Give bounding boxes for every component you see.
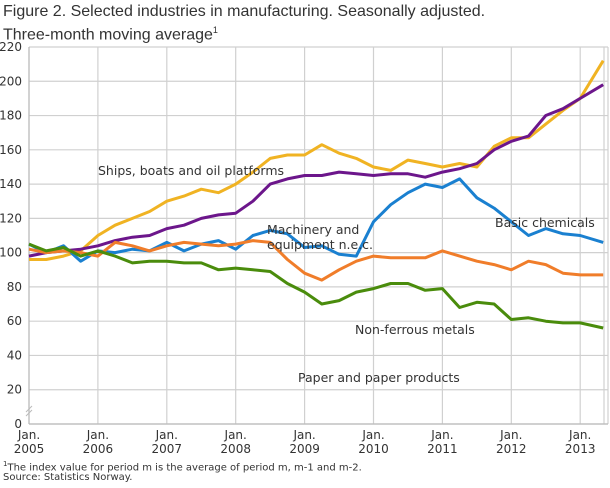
y-tick-label: 60 bbox=[7, 314, 22, 328]
x-tick-label: 2009 bbox=[289, 442, 320, 456]
footnote: 1The index value for period m is the ave… bbox=[3, 458, 362, 474]
grid bbox=[25, 46, 609, 425]
y-tick-label: 180 bbox=[0, 109, 22, 123]
y-tick-label: 20 bbox=[7, 383, 22, 397]
series-line-non-ferrous-metals bbox=[28, 239, 604, 282]
x-tick-label: Jan. bbox=[568, 428, 591, 442]
label-non-ferrous: Non-ferrous metals bbox=[355, 322, 475, 337]
label-paper: Paper and paper products bbox=[298, 370, 460, 385]
y-tick-label: 140 bbox=[0, 177, 22, 191]
x-tick-label: 2005 bbox=[14, 442, 45, 456]
x-tick-label: 2012 bbox=[496, 442, 527, 456]
title-footnote-marker: 1 bbox=[212, 25, 218, 35]
source: Source: Statistics Norway. bbox=[3, 472, 133, 483]
y-tick-label: 40 bbox=[7, 348, 22, 362]
x-tick-label: Jan. bbox=[224, 428, 247, 442]
x-tick-label: 2010 bbox=[358, 442, 389, 456]
x-tick-label: 2008 bbox=[220, 442, 251, 456]
x-tick-label: 2007 bbox=[152, 442, 183, 456]
x-axis: Jan.2005Jan.2006Jan.2007Jan.2008Jan.2009… bbox=[14, 428, 596, 456]
title-line-2: Three-month moving average bbox=[3, 26, 213, 44]
x-tick-label: 2013 bbox=[565, 442, 596, 456]
axis-break-icon bbox=[25, 405, 33, 417]
chart-title: Figure 2. Selected industries in manufac… bbox=[3, 2, 485, 44]
x-tick-label: Jan. bbox=[292, 428, 315, 442]
y-axis: 0 20 40 60 80 100 120 140 160 180 200 220 bbox=[0, 40, 22, 431]
footnote-marker: 1 bbox=[3, 460, 8, 468]
x-tick-label: 2006 bbox=[83, 442, 114, 456]
y-tick-label: 100 bbox=[0, 246, 22, 260]
y-tick-label: 220 bbox=[0, 40, 22, 54]
y-tick-label: 0 bbox=[14, 417, 22, 431]
footnote-text: The index value for period m is the aver… bbox=[7, 462, 362, 474]
series-line-paper-and-paper-products bbox=[28, 242, 604, 330]
y-tick-label: 80 bbox=[7, 280, 22, 294]
label-machinery-line1: Machinery and bbox=[267, 222, 359, 237]
label-basic-chemicals: Basic chemicals bbox=[495, 215, 595, 230]
x-tick-label: Jan. bbox=[499, 428, 522, 442]
y-tick-label: 120 bbox=[0, 211, 22, 225]
title-line-2-wrap: Three-month moving average1 bbox=[3, 21, 485, 44]
x-tick-label: Jan. bbox=[17, 428, 40, 442]
y-tick-label: 200 bbox=[0, 74, 22, 88]
x-tick-label: Jan. bbox=[155, 428, 178, 442]
label-ships: Ships, boats and oil platforms bbox=[98, 163, 284, 178]
series-line-basic-chemicals bbox=[28, 177, 604, 263]
series-line-ships-boats-and-oil-platforms bbox=[29, 59, 605, 261]
label-machinery-line2: equipment n.e.c. bbox=[267, 237, 373, 252]
title-line-1: Figure 2. Selected industries in manufac… bbox=[3, 3, 486, 20]
x-tick-label: Jan. bbox=[86, 428, 109, 442]
x-tick-label: Jan. bbox=[361, 428, 384, 442]
x-tick-label: 2011 bbox=[427, 442, 458, 456]
y-tick-label: 160 bbox=[0, 143, 22, 157]
series-lines bbox=[28, 59, 605, 330]
series-line-machinery-and-equipment-n-e-c bbox=[28, 83, 604, 258]
x-tick-label: Jan. bbox=[430, 428, 453, 442]
